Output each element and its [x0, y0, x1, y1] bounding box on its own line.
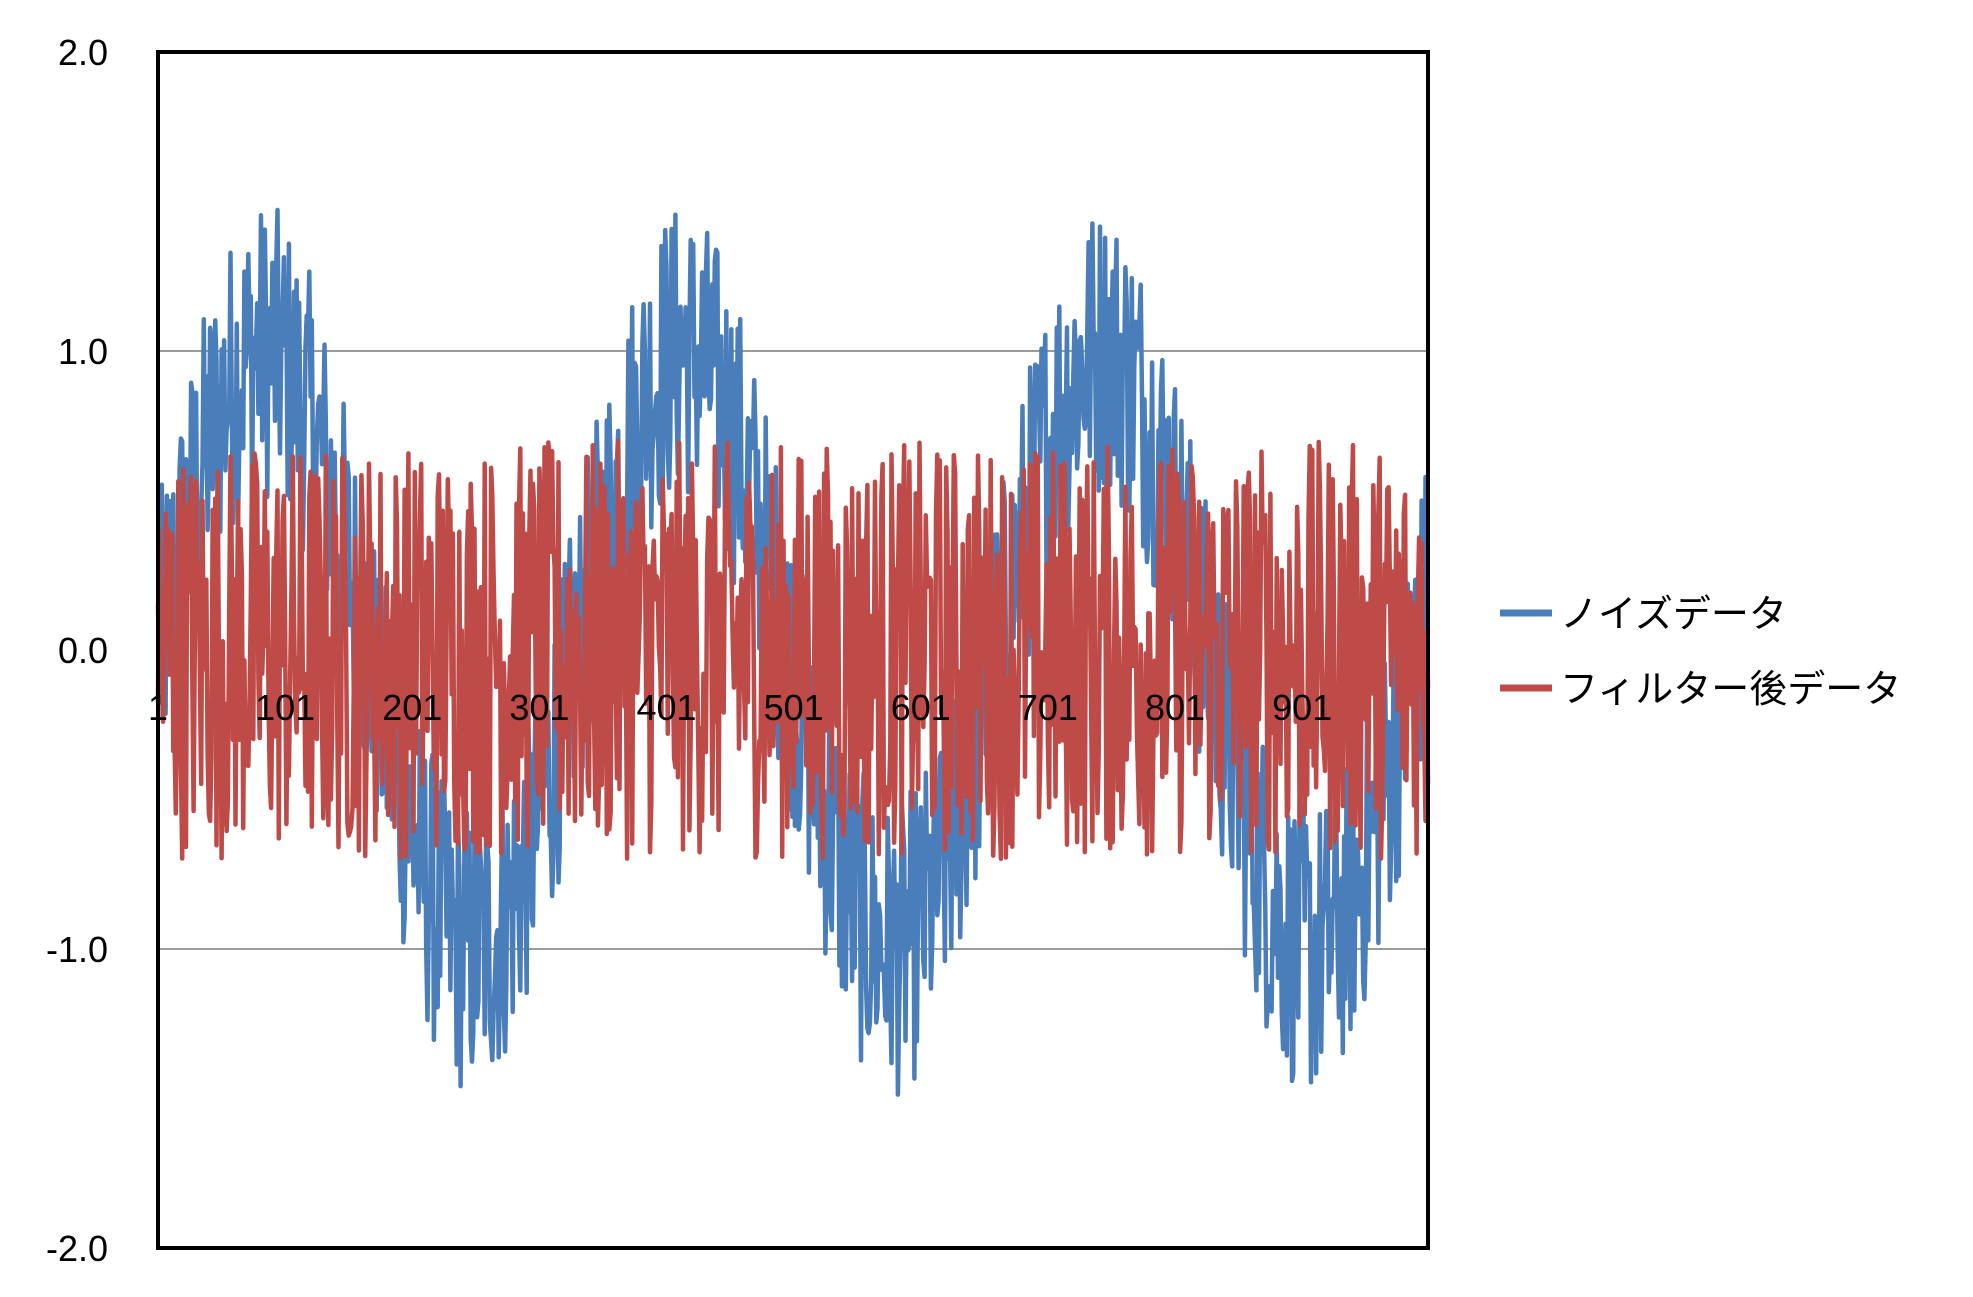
x-tick-label: 1: [148, 687, 168, 728]
y-tick-label: -1.0: [46, 929, 108, 970]
x-tick-label: 301: [509, 687, 569, 728]
series-line-2: [155, 438, 1431, 861]
x-tick-label: 601: [891, 687, 951, 728]
y-tick-label: 1.0: [58, 331, 108, 372]
series-lines: [155, 207, 1431, 1097]
x-tick-label: 801: [1145, 687, 1205, 728]
y-tick-label: -2.0: [46, 1228, 108, 1269]
x-tick-label: 401: [636, 687, 696, 728]
x-tick-label: 901: [1272, 687, 1332, 728]
x-tick-label: 101: [255, 687, 315, 728]
x-axis-tick-labels: 1 101 201 301 401 501 601 701 801 901: [148, 687, 1332, 728]
legend-label: ノイズデータ: [1560, 592, 1787, 636]
x-tick-label: 501: [764, 687, 824, 728]
y-axis-tick-labels: 2.0 1.0 0.0 -1.0 -2.0: [46, 32, 108, 1269]
plot-area-border: [156, 50, 1430, 1250]
grid-lines: [158, 350, 1428, 950]
x-tick-label: 201: [382, 687, 442, 728]
x-tick-label: 701: [1018, 687, 1078, 728]
y-tick-label: 2.0: [58, 32, 108, 73]
legend-label: フィルター後データ: [1560, 667, 1901, 711]
y-tick-label: 0.0: [58, 630, 108, 671]
